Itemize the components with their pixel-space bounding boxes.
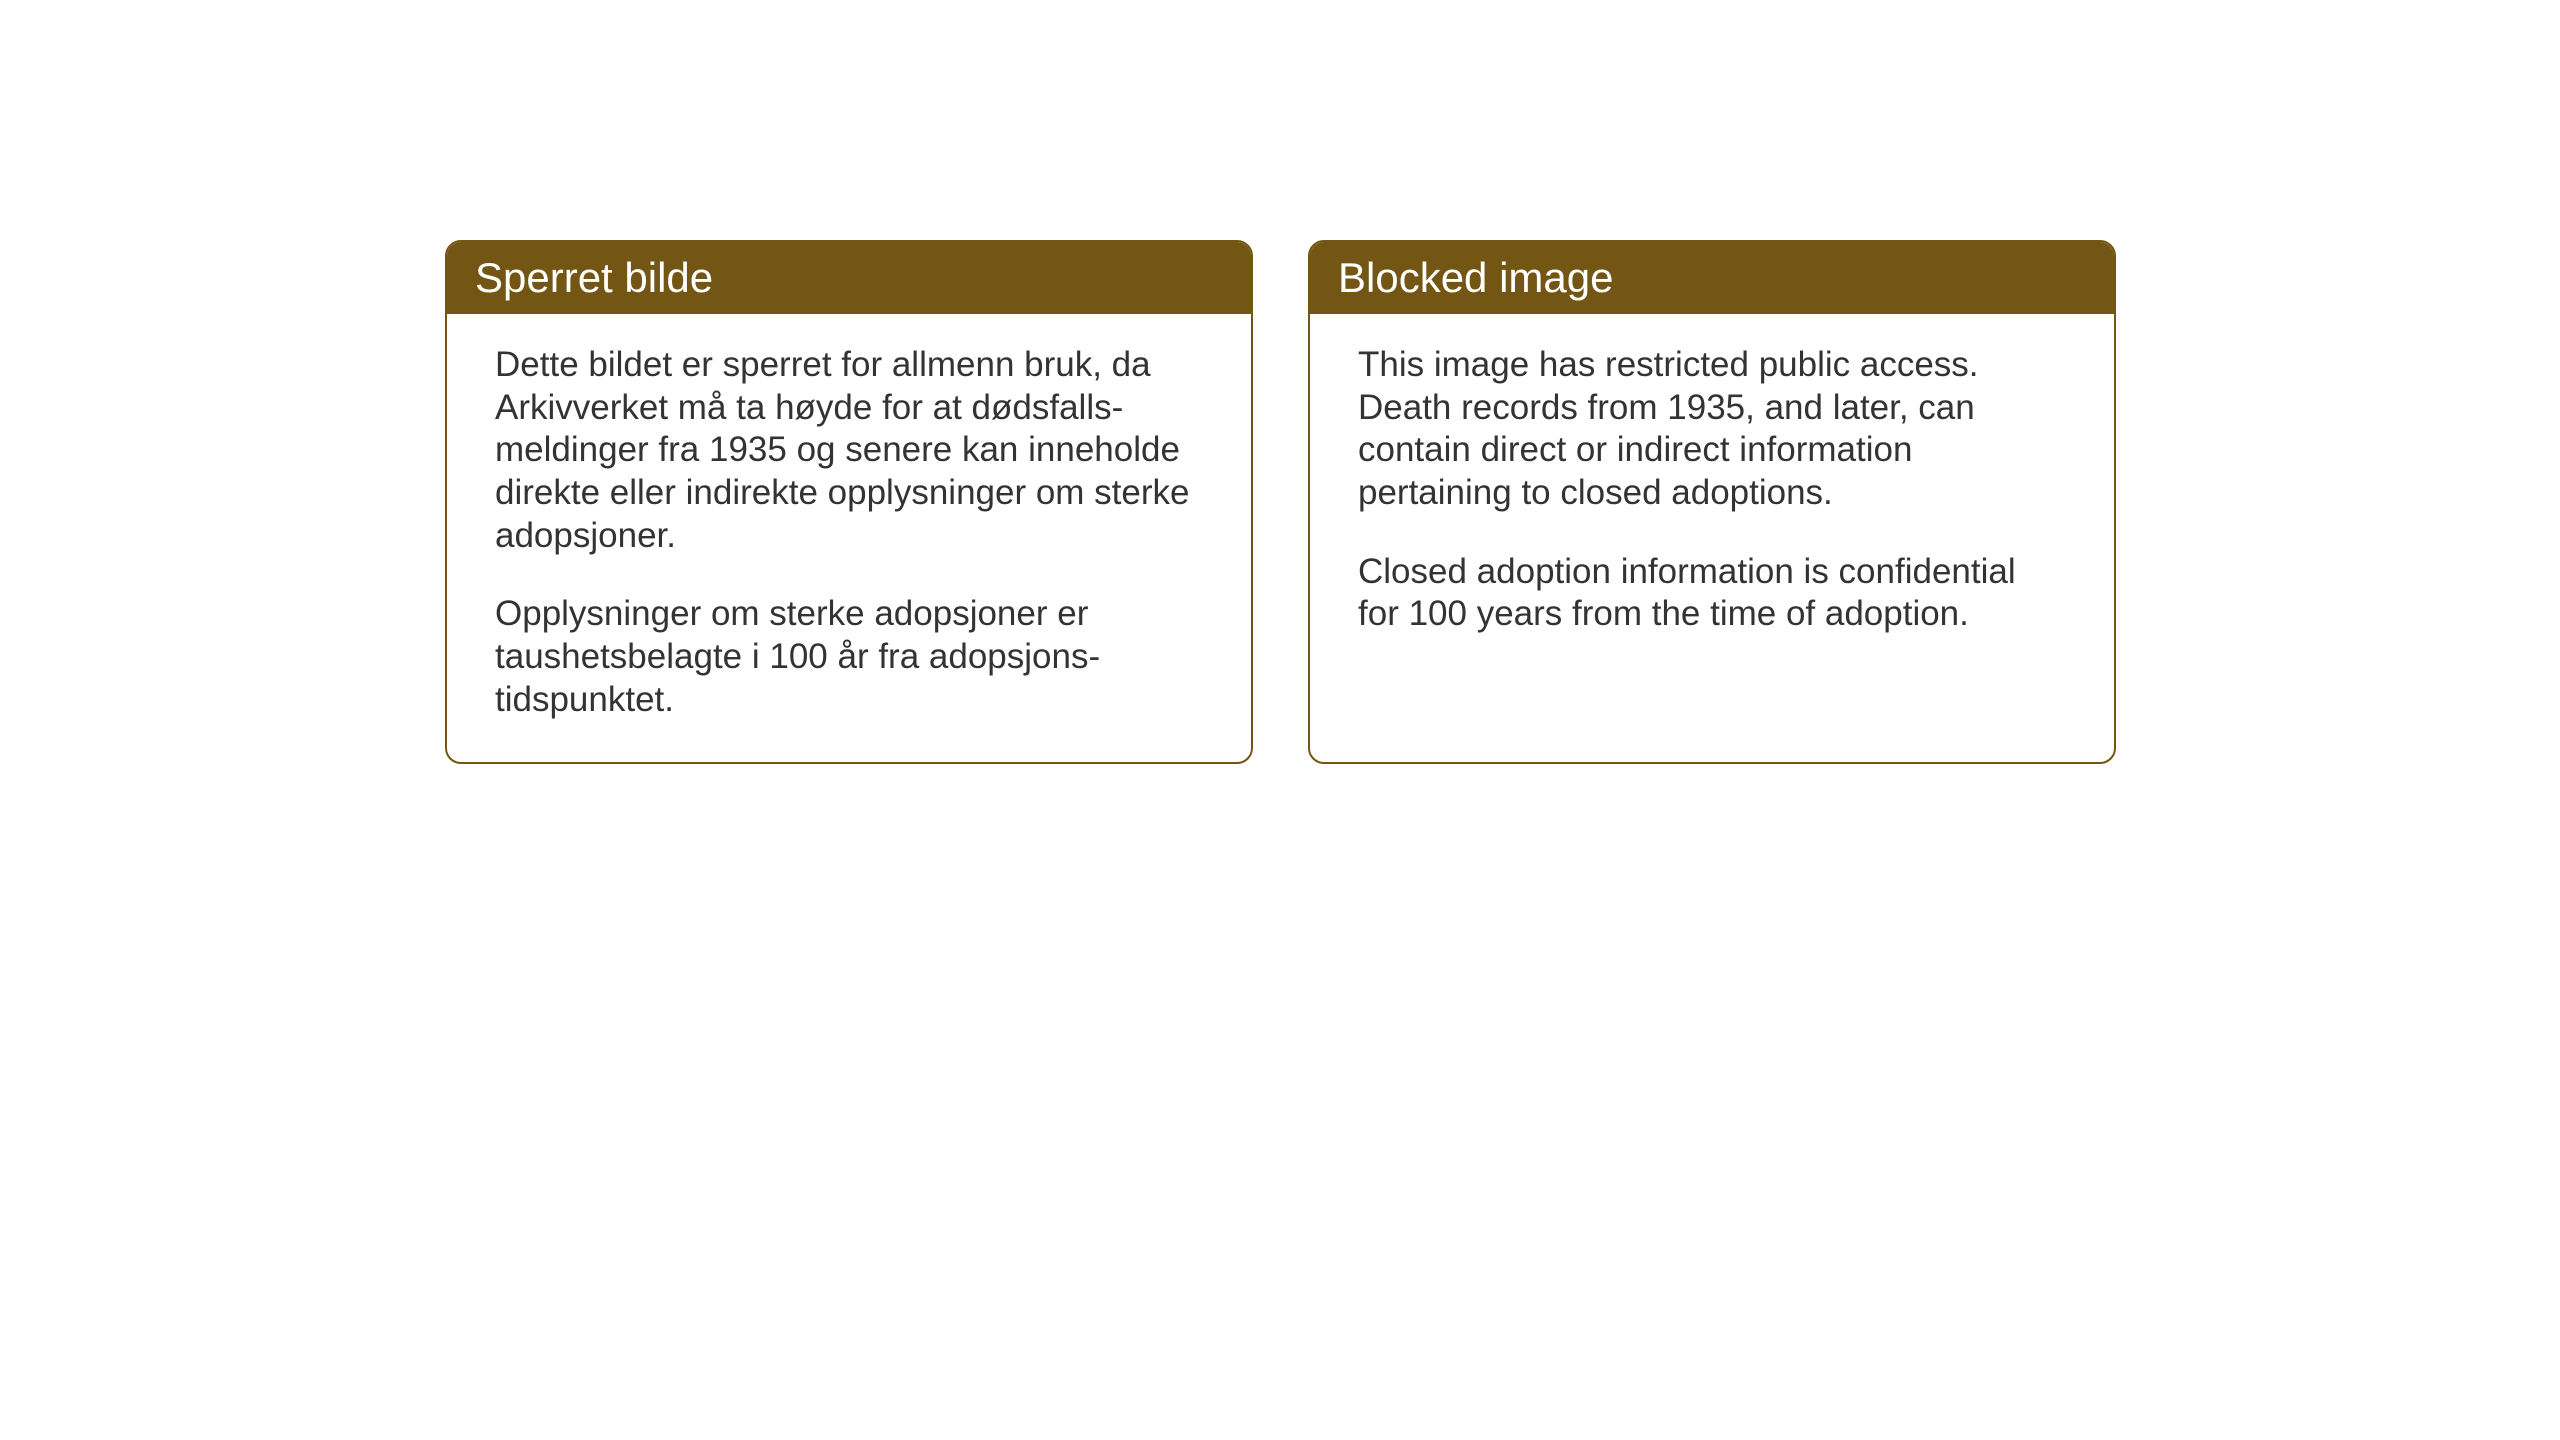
card-body-english: This image has restricted public access.… — [1310, 314, 2114, 676]
card-paragraph-2-english: Closed adoption information is confident… — [1358, 551, 2066, 636]
card-body-norwegian: Dette bildet er sperret for allmenn bruk… — [447, 314, 1251, 762]
card-paragraph-2-norwegian: Opplysninger om sterke adopsjoner er tau… — [495, 593, 1203, 721]
card-paragraph-1-norwegian: Dette bildet er sperret for allmenn bruk… — [495, 344, 1203, 557]
card-title-english: Blocked image — [1338, 254, 1613, 301]
card-paragraph-1-english: This image has restricted public access.… — [1358, 344, 2066, 515]
card-title-norwegian: Sperret bilde — [475, 254, 713, 301]
notice-container: Sperret bilde Dette bildet er sperret fo… — [445, 240, 2116, 764]
card-header-english: Blocked image — [1310, 242, 2114, 314]
notice-card-english: Blocked image This image has restricted … — [1308, 240, 2116, 764]
card-header-norwegian: Sperret bilde — [447, 242, 1251, 314]
notice-card-norwegian: Sperret bilde Dette bildet er sperret fo… — [445, 240, 1253, 764]
